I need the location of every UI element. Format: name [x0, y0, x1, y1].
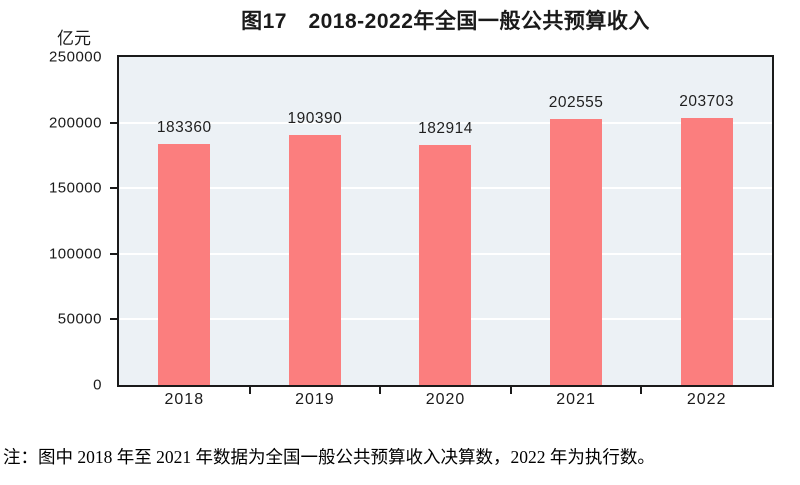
y-axis-tick [110, 252, 117, 255]
bar [158, 144, 211, 385]
bar-value-label: 203703 [679, 92, 735, 110]
bar-cell: 203703 [641, 57, 772, 385]
bar-cell: 190390 [250, 57, 381, 385]
x-axis-tick-label: 2019 [295, 391, 335, 408]
x-axis-tick-label: 2022 [686, 391, 727, 408]
bar-value-label: 190390 [287, 110, 343, 128]
bar-value-label: 182914 [418, 120, 473, 138]
y-axis-tick-label: 100000 [48, 245, 102, 263]
y-axis-unit-label: 亿元 [57, 29, 91, 48]
bar [288, 135, 341, 385]
chart-footnote: 注：图中 2018 年至 2021 年数据为全国一般公共预算收入决算数，2022… [3, 447, 655, 467]
bar-cell: 202555 [511, 57, 642, 385]
chart-title: 图17 2018-2022年全国一般公共预算收入 [241, 10, 650, 33]
y-axis-tick [110, 318, 117, 321]
gridline [119, 121, 772, 124]
x-axis-tick [640, 387, 643, 394]
y-axis-tick [110, 121, 117, 124]
x-axis-tick [379, 387, 382, 394]
x-axis-tick-label: 2020 [425, 391, 466, 408]
bar [680, 117, 733, 385]
y-axis-tick-labels: 0 50000 100000 150000 200000 250000 [0, 49, 108, 394]
y-axis-tick [110, 187, 117, 190]
x-axis-tick-label: 2018 [164, 391, 205, 408]
x-axis-tick-label: 2021 [556, 391, 596, 408]
bar [419, 145, 472, 385]
bar-cell: 183360 [119, 57, 250, 385]
bar-value-label: 183360 [156, 119, 212, 137]
x-axis-tick-labels: 2018 2019 2020 2021 2022 [119, 391, 772, 409]
bar [550, 119, 603, 385]
y-axis-tick-label: 250000 [48, 48, 102, 66]
plot-area: 183360 190390 182914 202555 203703 [110, 55, 774, 394]
bar-value-label: 202555 [548, 94, 604, 112]
y-axis-tick-label: 150000 [48, 179, 102, 197]
y-axis-tick-label: 50000 [57, 310, 102, 328]
x-axis-tick [509, 387, 512, 394]
bar-cell: 182914 [380, 57, 511, 385]
y-axis-tick-label: 0 [93, 376, 102, 394]
y-axis-tick-label: 200000 [48, 114, 102, 132]
x-axis-tick [248, 387, 251, 394]
bar-series: 183360 190390 182914 202555 203703 [119, 57, 772, 385]
